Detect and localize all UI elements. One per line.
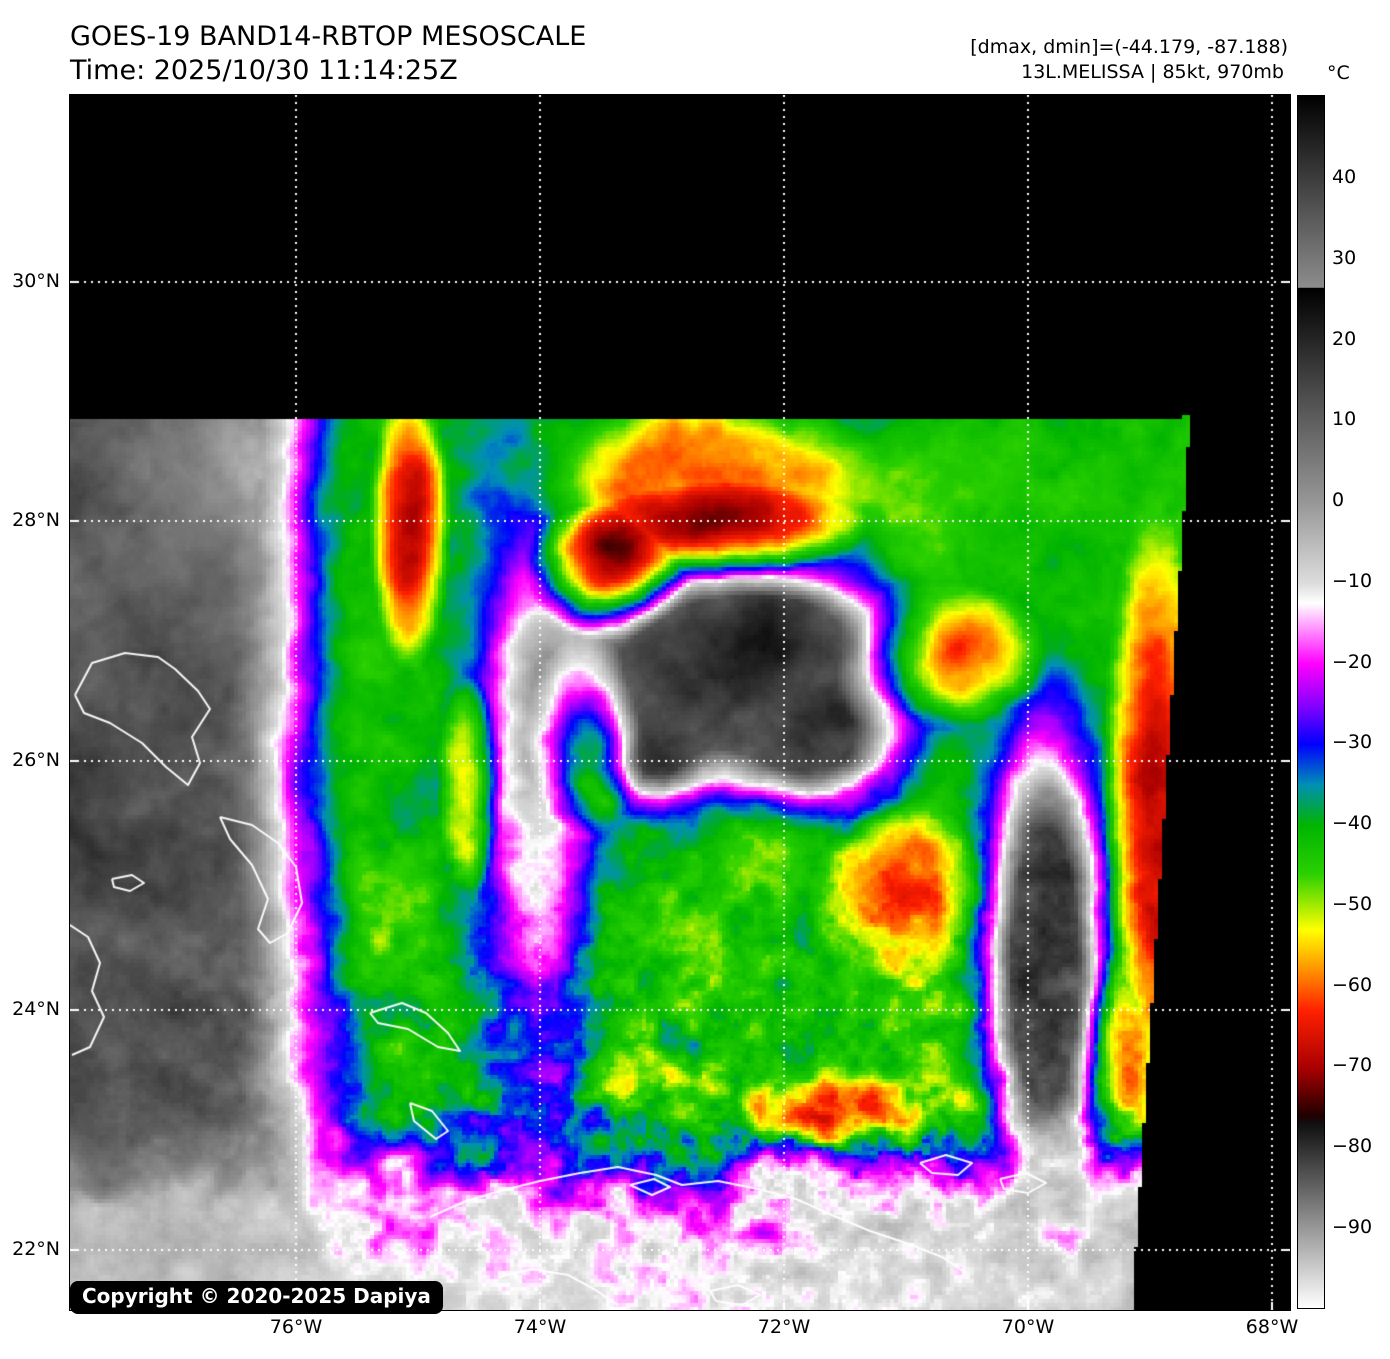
lat-tick-label: 26°N [12,749,60,771]
colorbar-unit-label: °C [1327,62,1350,84]
colorbar-tick-label: 10 [1332,408,1357,431]
scan-time: Time: 2025/10/30 11:14:25Z [70,55,458,86]
colorbar-tick-label: −20 [1332,650,1373,673]
storm-info-annotation: 13L.MELISSA | 85kt, 970mb [1021,61,1284,83]
dmax-dmin-annotation: [dmax, dmin]=(-44.179, -87.188) [970,36,1288,58]
lon-tick-label: 72°W [757,1316,811,1338]
lat-tick-label: 30°N [12,270,60,292]
lat-tick-label: 28°N [12,509,60,531]
colorbar-tick-label: −60 [1332,973,1373,996]
colorbar-tick-label: −70 [1332,1054,1373,1077]
lon-tick-label: 70°W [1001,1316,1055,1338]
product-title: GOES-19 BAND14-RBTOP MESOSCALE [70,21,587,52]
lon-tick-label: 68°W [1245,1316,1299,1338]
colorbar-tick-label: −40 [1332,812,1373,835]
colorbar-tick-label: −80 [1332,1135,1373,1158]
temperature-colorbar [1297,95,1325,1309]
colorbar-tick-label: −30 [1332,731,1373,754]
colorbar-tick-label: 0 [1332,489,1345,512]
colorbar-tick-label: −10 [1332,569,1373,592]
copyright-badge: Copyright © 2020-2025 Dapiya [70,1281,443,1314]
lon-tick-label: 74°W [513,1316,567,1338]
satellite-image-canvas [70,95,1290,1310]
map-plot-area [69,94,1291,1311]
colorbar-tick-label: −90 [1332,1215,1373,1238]
colorbar-tick-label: 20 [1332,327,1357,350]
lon-tick-label: 76°W [269,1316,323,1338]
lat-tick-label: 24°N [12,998,60,1020]
colorbar-tick-label: 30 [1332,246,1357,269]
lat-tick-label: 22°N [12,1238,60,1260]
colorbar-tick-label: −50 [1332,892,1373,915]
colorbar-tick-label: 40 [1332,166,1357,189]
